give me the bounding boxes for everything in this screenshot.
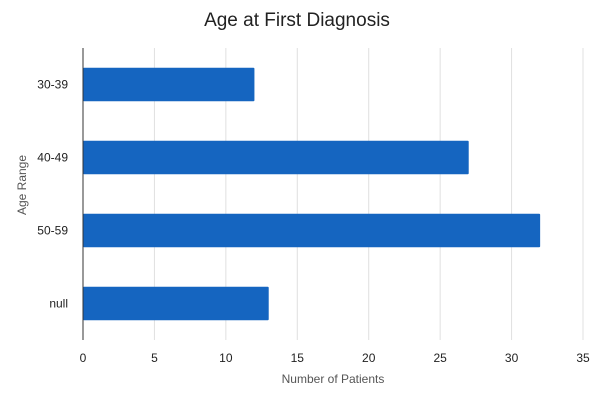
y-tick-labels: 30-39 40-49 50-59 null xyxy=(37,78,68,311)
bar-null[interactable] xyxy=(83,286,269,321)
y-axis-title: Age Range xyxy=(15,155,29,215)
x-tick-label: 30 xyxy=(505,351,519,365)
y-tick-label: 50-59 xyxy=(37,224,68,238)
x-tick-label: 5 xyxy=(151,351,158,365)
chart-title: Age at First Diagnosis xyxy=(204,10,390,31)
bar-40-49[interactable] xyxy=(83,140,469,175)
x-tick-label: 10 xyxy=(219,351,233,365)
x-tick-label: 0 xyxy=(80,351,87,365)
x-tick-label: 25 xyxy=(433,351,447,365)
bars xyxy=(83,67,541,321)
bar-30-39[interactable] xyxy=(83,67,255,102)
bar-50-59[interactable] xyxy=(83,213,541,248)
x-axis-title: Number of Patients xyxy=(282,372,385,386)
x-tick-labels: 0 5 10 15 20 25 30 35 xyxy=(80,351,590,365)
y-tick-label: null xyxy=(49,297,68,311)
x-tick-label: 20 xyxy=(362,351,376,365)
y-tick-label: 40-49 xyxy=(37,151,68,165)
y-tick-label: 30-39 xyxy=(37,78,68,92)
x-tick-label: 35 xyxy=(576,351,590,365)
x-tick-label: 15 xyxy=(291,351,305,365)
